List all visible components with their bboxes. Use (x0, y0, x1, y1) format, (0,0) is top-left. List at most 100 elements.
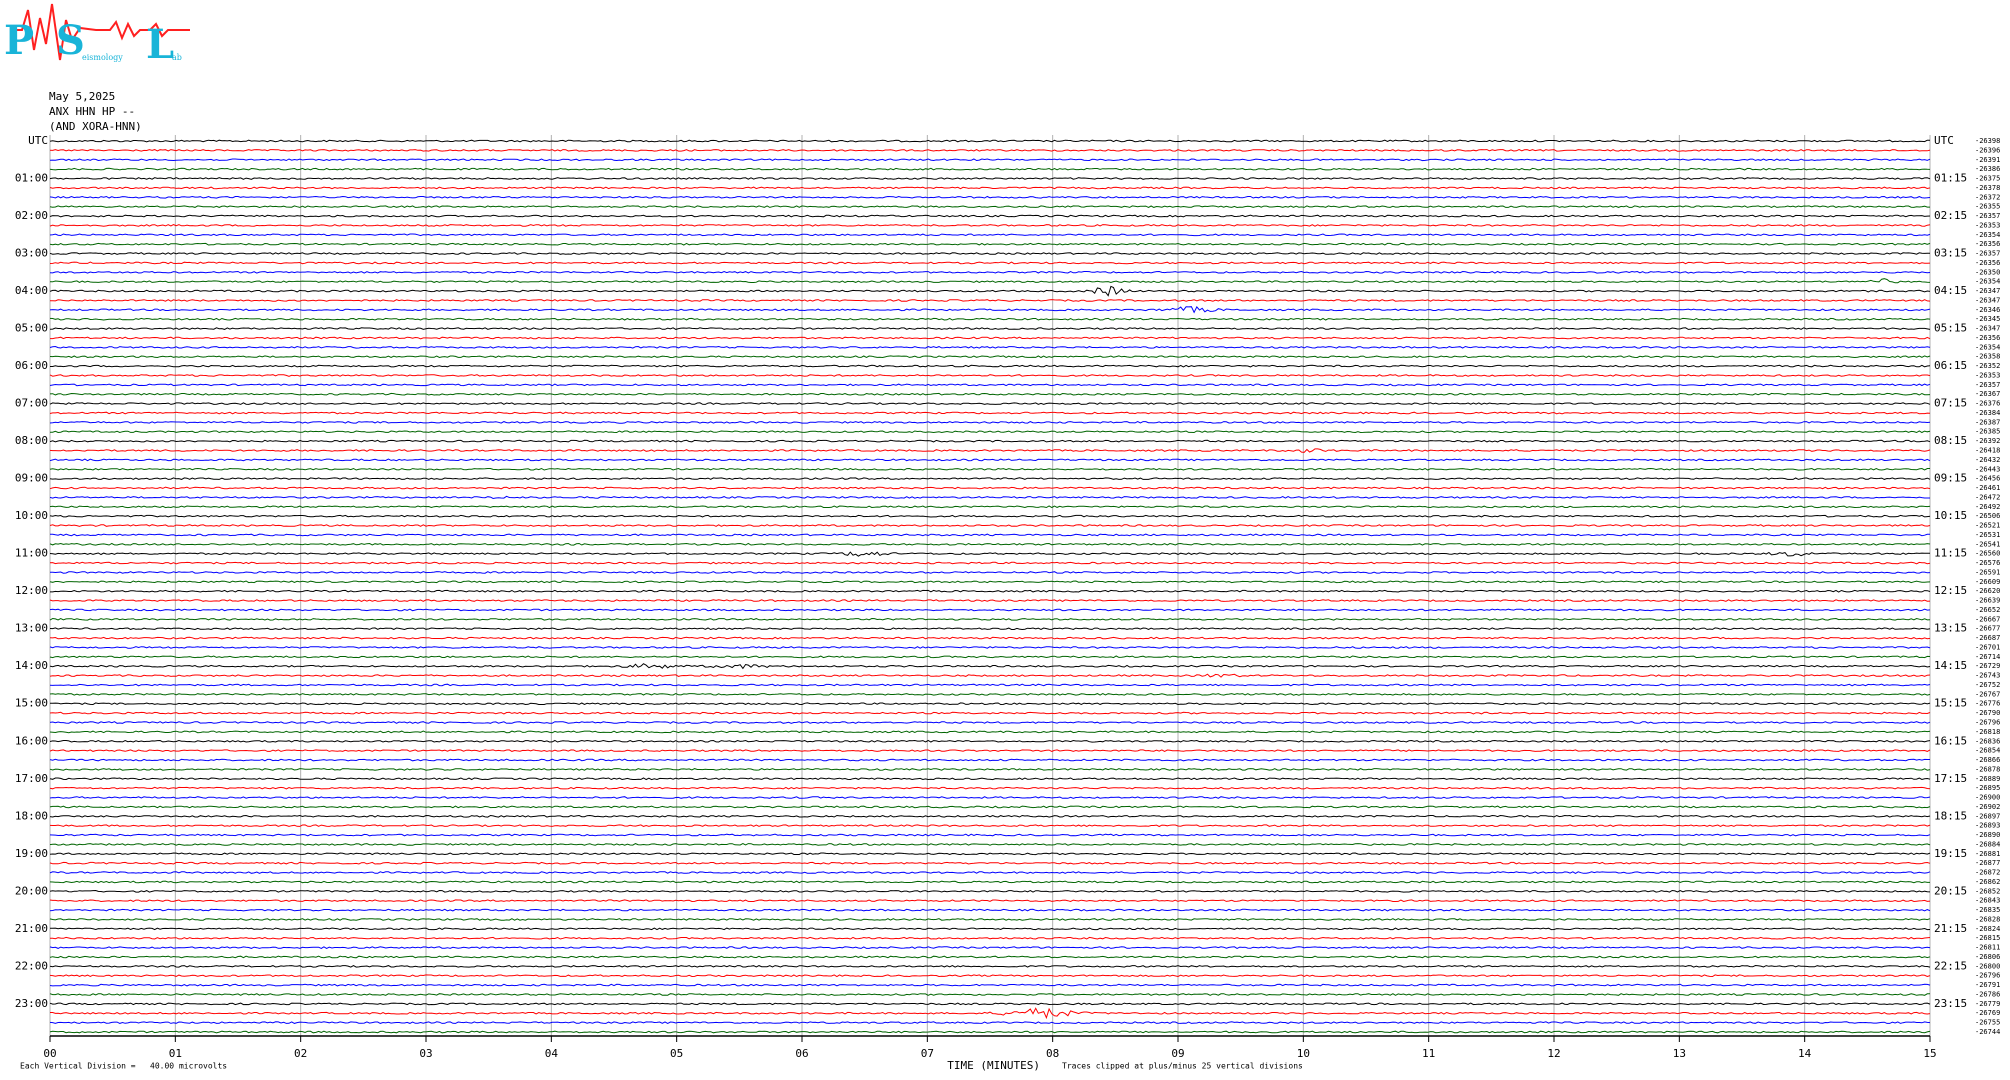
trace (49, 186, 1931, 190)
trace-offset: -26752 (1975, 681, 2000, 689)
hour-label-right: 08:15 (1934, 434, 1967, 447)
trace (49, 542, 1931, 546)
x-tick-label: 02 (294, 1047, 307, 1060)
trace (49, 1021, 1931, 1024)
trace-offset: -26357 (1975, 212, 2000, 220)
trace-offset: -26443 (1975, 465, 2000, 473)
trace (49, 599, 1931, 602)
hour-label-left: 05:00 (15, 322, 48, 335)
trace-offset: -26900 (1975, 794, 2000, 802)
hour-label-right: 09:15 (1934, 472, 1967, 485)
trace-offset: -26531 (1975, 531, 2000, 539)
trace-offset: -26354 (1975, 278, 2000, 286)
trace-offset: -26843 (1975, 897, 2000, 905)
hour-label-left: 21:00 (15, 922, 48, 935)
trace-offset: -26375 (1975, 175, 2000, 183)
hour-label-left: 14:00 (15, 659, 48, 672)
trace (49, 805, 1931, 809)
clip-note: Traces clipped at plus/minus 25 vertical… (1062, 1062, 1303, 1071)
trace (49, 899, 1931, 903)
trace (49, 411, 1931, 415)
trace-offset: -26890 (1975, 831, 2000, 839)
trace-offset: -26866 (1975, 756, 2000, 764)
trace (49, 918, 1931, 921)
trace (49, 702, 1931, 706)
hour-label-left: 16:00 (15, 734, 48, 747)
trace (49, 993, 1930, 996)
trace-offset: -26456 (1975, 475, 2000, 483)
hour-label-right: 01:15 (1934, 172, 1967, 185)
logo-letter: L (146, 21, 174, 68)
trace-offset: -26652 (1975, 606, 2000, 614)
trace-offset: -26346 (1975, 306, 2000, 314)
hour-label-right: 11:15 (1934, 547, 1967, 560)
trace-offset: -26347 (1975, 287, 2000, 295)
trace-offset: -26862 (1975, 878, 2000, 886)
trace-offset: -26356 (1975, 334, 2000, 342)
trace (49, 467, 1930, 471)
x-tick-label: 05 (670, 1047, 683, 1060)
trace (49, 908, 1931, 912)
trace-offset: -26387 (1975, 418, 2000, 426)
trace-offset: -26347 (1975, 325, 2000, 333)
trace-offset: -26352 (1975, 362, 2000, 370)
x-tick-label: 03 (419, 1047, 432, 1060)
trace (49, 843, 1931, 846)
trace-offset: -26790 (1975, 709, 2000, 717)
trace (49, 505, 1931, 509)
trace-offset: -26815 (1975, 934, 2000, 942)
hour-label-left: 11:00 (15, 547, 48, 560)
trace (49, 439, 1931, 443)
trace (49, 345, 1931, 349)
trace-offset: -26398 (1975, 137, 2000, 145)
trace-offset: -26714 (1975, 653, 2000, 661)
trace (49, 458, 1931, 462)
trace-offset: -26800 (1975, 962, 2000, 970)
trace (49, 430, 1931, 434)
trace (49, 786, 1931, 790)
trace-offset: -26506 (1975, 512, 2000, 520)
logo-word: ab (172, 53, 182, 62)
trace (49, 636, 1931, 640)
trace-offset: -26889 (1975, 775, 2000, 783)
hour-label-left: 04:00 (15, 284, 48, 297)
x-tick-label: 08 (1046, 1047, 1059, 1060)
trace (49, 974, 1931, 978)
trace (49, 252, 1931, 255)
trace-offset: -26755 (1975, 1019, 2000, 1027)
trace-offset: -26432 (1975, 456, 2000, 464)
trace (49, 285, 1931, 297)
trace (49, 739, 1931, 743)
trace (49, 663, 1931, 670)
hour-label-right: 22:15 (1934, 959, 1967, 972)
x-tick-label: 07 (921, 1047, 934, 1060)
trace (49, 983, 1931, 987)
station: ANX HHN HP -- (49, 105, 135, 118)
trace-offset: -26372 (1975, 193, 2000, 201)
trace-offset: -26893 (1975, 822, 2000, 830)
hour-label-right: 21:15 (1934, 922, 1967, 935)
trace-offset: -26367 (1975, 390, 2000, 398)
trace-offset: -26878 (1975, 765, 2000, 773)
trace (49, 299, 1931, 302)
trace-offset: -26521 (1975, 522, 2000, 530)
trace (50, 364, 1931, 368)
x-tick-label: 11 (1422, 1047, 1435, 1060)
trace-offset: -26639 (1975, 597, 2000, 605)
trace-offset: -26687 (1975, 634, 2000, 642)
hour-label-left: 18:00 (15, 809, 48, 822)
trace (49, 871, 1931, 874)
trace (49, 758, 1930, 762)
hour-label-right: 15:15 (1934, 697, 1967, 710)
trace (49, 889, 1931, 893)
trace (49, 317, 1931, 321)
trace-offset: -26872 (1975, 869, 2000, 877)
trace-offset: -26347 (1975, 296, 2000, 304)
trace-offset: -26358 (1975, 353, 2000, 361)
trace-offset: -26392 (1975, 437, 2000, 445)
x-tick-label: 04 (545, 1047, 559, 1060)
trace (49, 270, 1931, 274)
trace-offset: -26701 (1975, 643, 2000, 651)
hour-label-right: 16:15 (1934, 734, 1967, 747)
hour-label-left: 19:00 (15, 847, 48, 860)
